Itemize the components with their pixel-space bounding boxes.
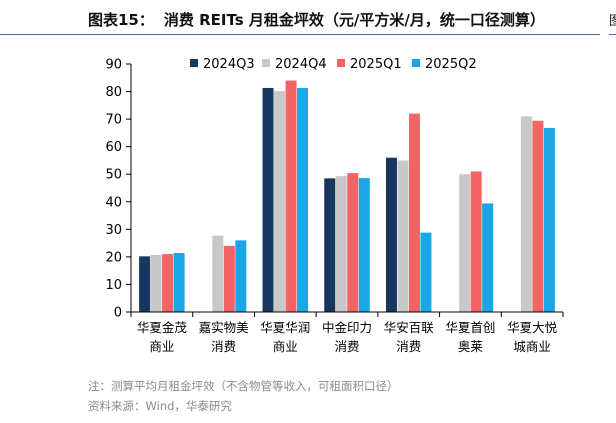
legend-swatch-2024Q3	[190, 59, 198, 67]
legend-label-2025Q2: 2025Q2	[425, 57, 477, 72]
x-tick-label-5-1: 奥莱	[458, 339, 483, 354]
x-tick-label-3-1: 消费	[334, 339, 359, 354]
figure-label: 图表15：	[88, 11, 154, 29]
bar-1-2025Q2	[235, 240, 247, 312]
legend-swatch-2025Q2	[412, 59, 420, 67]
bar-2-2025Q1	[285, 80, 297, 313]
x-tick-label-1-0: 嘉实物美	[199, 320, 249, 335]
y-tick-label-30: 30	[105, 223, 122, 238]
bar-4-2025Q1	[408, 113, 420, 312]
x-tick-label-2-0: 华夏华润	[260, 320, 310, 335]
x-tick-label-4-0: 华安百联	[384, 320, 435, 335]
bar-0-2024Q3	[139, 256, 151, 312]
footer-source: 资料来源：Wind，华泰研究	[88, 399, 232, 413]
bar-4-2025Q2	[420, 232, 432, 312]
y-tick-label-60: 60	[105, 140, 122, 155]
bar-3-2025Q2	[358, 178, 370, 312]
x-tick-label-6-0: 华夏大悦	[507, 320, 558, 335]
y-tick-label-10: 10	[105, 278, 122, 293]
x-tick-label-2-1: 商业	[273, 339, 298, 354]
bar-6-2025Q2	[543, 127, 555, 312]
bar-2-2024Q3	[262, 87, 274, 312]
bar-3-2024Q4	[335, 176, 347, 312]
bar-4-2024Q4	[397, 160, 409, 312]
figure-title: 图表15： 消费 REITs 月租金坪效（元/平方米/月，统一口径测算）	[88, 9, 545, 30]
y-tick-label-40: 40	[105, 195, 122, 210]
figure-title-text: 消费 REITs 月租金坪效（元/平方米/月，统一口径测算）	[163, 11, 545, 29]
x-tick-label-0-0: 华夏金茂	[137, 320, 188, 335]
adjacent-figure-rule	[609, 0, 616, 35]
legend-swatch-2025Q1	[337, 59, 345, 67]
bar-4-2024Q3	[385, 157, 397, 312]
bar-5-2025Q1	[470, 171, 482, 312]
bar-chart: 2024Q3 2024Q4 2025Q1 2025Q2 0 10 20 30 40 50 60 70 8…	[105, 57, 564, 354]
bar-6-2024Q4	[520, 116, 532, 312]
bar-5-2025Q2	[482, 203, 494, 312]
bar-5-2024Q4	[459, 174, 471, 312]
bar-2-2024Q4	[274, 91, 286, 312]
figure-header: 图表15： 消费 REITs 月租金坪效（元/平方米/月，统一口径测算）	[0, 0, 600, 35]
y-tick-label-0: 0	[114, 306, 122, 321]
x-tick-label-5-0: 华夏首创	[445, 320, 495, 335]
legend-label-2025Q1: 2025Q1	[350, 57, 402, 72]
y-tick-label-50: 50	[105, 168, 122, 183]
y-tick-label-90: 90	[105, 58, 122, 73]
bar-0-2025Q2	[173, 253, 185, 312]
bar-3-2025Q1	[347, 173, 359, 312]
legend-swatch-2024Q4	[262, 59, 270, 67]
legend-label-2024Q4: 2024Q4	[275, 57, 327, 72]
x-tick-label-1-1: 消费	[211, 339, 236, 354]
x-tick-label-6-1: 城商业	[513, 339, 551, 354]
legend-label-2024Q3: 2024Q3	[203, 57, 255, 72]
bar-1-2025Q1	[223, 245, 235, 312]
x-tick-label-0-1: 商业	[149, 339, 174, 354]
bar-0-2025Q1	[162, 254, 174, 312]
footer-note: 注：测算平均月租金坪效（不含物管等收入，可租面积口径）	[88, 379, 399, 393]
bar-0-2024Q4	[150, 254, 162, 312]
bar-6-2025Q1	[532, 120, 544, 313]
y-tick-label-20: 20	[105, 250, 122, 265]
adjacent-figure-glyph: 图	[609, 14, 616, 29]
y-tick-label-70: 70	[105, 113, 122, 128]
x-tick-label-4-1: 消费	[396, 339, 421, 354]
x-tick-label-3-0: 中金印力	[322, 320, 372, 335]
bar-2-2025Q2	[297, 87, 309, 312]
y-tick-label-80: 80	[105, 85, 122, 100]
bar-1-2024Q4	[212, 235, 224, 312]
bar-3-2024Q3	[324, 178, 336, 312]
